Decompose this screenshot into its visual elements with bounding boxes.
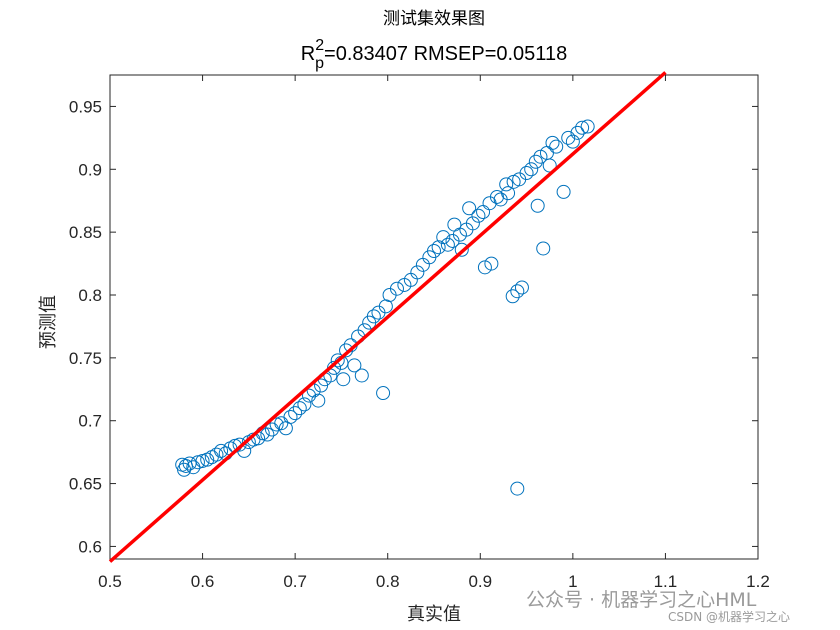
y-tick-label: 0.65 bbox=[69, 475, 102, 494]
data-point bbox=[376, 386, 391, 401]
data-point bbox=[477, 260, 492, 275]
chart-subtitle: R2 p=0.83407 RMSEP=0.05118 bbox=[301, 37, 567, 72]
data-point bbox=[471, 208, 486, 223]
data-point bbox=[436, 230, 451, 245]
data-point bbox=[514, 280, 529, 295]
data-point bbox=[209, 447, 224, 462]
data-point bbox=[302, 388, 317, 403]
data-point bbox=[530, 198, 545, 213]
data-point bbox=[465, 216, 480, 231]
data-point bbox=[366, 309, 381, 324]
data-point bbox=[549, 139, 564, 154]
data-point bbox=[519, 166, 534, 181]
subtitle-rest: =0.83407 RMSEP=0.05118 bbox=[324, 43, 567, 65]
data-point bbox=[536, 241, 551, 256]
data-point bbox=[462, 201, 477, 216]
y-tick-label: 0.95 bbox=[69, 97, 102, 116]
data-point bbox=[510, 284, 525, 299]
subtitle-r-sup: 2 bbox=[315, 37, 324, 54]
data-point bbox=[339, 343, 354, 358]
x-tick-label: 0.8 bbox=[376, 572, 400, 591]
data-point bbox=[288, 406, 303, 421]
data-point bbox=[389, 281, 404, 296]
subtitle-r: R bbox=[301, 43, 315, 65]
data-point bbox=[545, 135, 560, 150]
data-point bbox=[565, 134, 580, 149]
data-point bbox=[570, 125, 585, 140]
data-point bbox=[297, 397, 312, 412]
data-point bbox=[336, 372, 351, 387]
data-point bbox=[561, 130, 576, 145]
x-tick-label: 1.1 bbox=[654, 572, 678, 591]
data-point bbox=[510, 481, 525, 496]
data-point bbox=[427, 244, 441, 258]
data-point bbox=[347, 358, 362, 373]
data-point bbox=[431, 240, 446, 255]
data-point bbox=[542, 158, 557, 173]
fit-line bbox=[108, 71, 667, 563]
x-tick-label: 0.7 bbox=[283, 572, 307, 591]
x-tick-label: 0.9 bbox=[468, 572, 492, 591]
data-point bbox=[484, 256, 499, 271]
data-point bbox=[501, 186, 516, 201]
data-point bbox=[410, 265, 425, 280]
data-point bbox=[499, 177, 514, 192]
data-point bbox=[556, 184, 571, 199]
data-point bbox=[354, 368, 369, 383]
watermark-sub: CSDN @机器学习之心 bbox=[668, 610, 791, 624]
data-point bbox=[283, 409, 298, 424]
y-tick-label: 0.6 bbox=[78, 537, 102, 556]
data-point bbox=[580, 119, 595, 134]
data-point bbox=[528, 154, 543, 169]
data-point bbox=[440, 237, 455, 252]
y-tick-label: 0.75 bbox=[69, 349, 102, 368]
x-tick-label: 0.5 bbox=[98, 572, 122, 591]
y-tick-label: 0.8 bbox=[78, 286, 102, 305]
data-point bbox=[533, 149, 548, 164]
data-point bbox=[292, 401, 307, 416]
subtitle-r-sub: p bbox=[315, 55, 324, 72]
x-tick-label: 0.6 bbox=[191, 572, 215, 591]
data-point bbox=[489, 189, 504, 204]
data-point bbox=[575, 120, 590, 135]
x-axis-label: 真实值 bbox=[407, 604, 461, 625]
data-point bbox=[330, 353, 345, 368]
data-point bbox=[524, 162, 539, 177]
y-tick-label: 0.9 bbox=[78, 160, 102, 179]
chart-title: 测试集效果图 bbox=[383, 9, 485, 29]
y-tick-label: 0.7 bbox=[78, 412, 102, 431]
y-axis-label: 预测值 bbox=[38, 295, 59, 349]
data-point bbox=[260, 427, 275, 442]
x-tick-label: 1 bbox=[568, 572, 577, 591]
x-tick-label: 1.2 bbox=[746, 572, 770, 591]
watermark-main: 公众号 · 机器学习之心HML bbox=[526, 589, 757, 611]
data-point bbox=[311, 393, 326, 408]
data-point bbox=[505, 289, 520, 304]
data-point bbox=[454, 242, 469, 257]
y-tick-label: 0.85 bbox=[69, 223, 102, 242]
plot-frame bbox=[109, 74, 759, 560]
